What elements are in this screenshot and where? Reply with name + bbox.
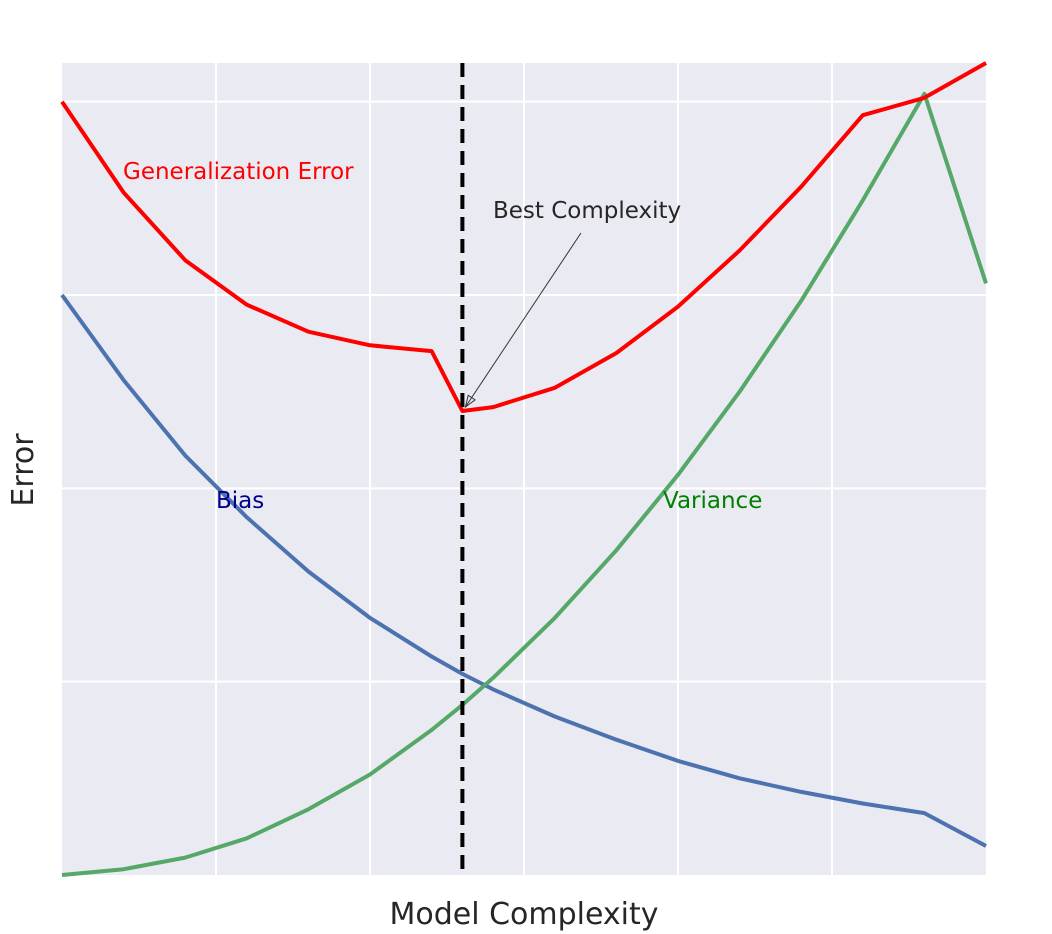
best-complexity-annotation: Best Complexity bbox=[493, 198, 681, 224]
grid bbox=[62, 63, 986, 875]
variance-label: Variance bbox=[663, 488, 762, 514]
generalization-error-label: Generalization Error bbox=[123, 159, 354, 185]
curves bbox=[60, 61, 988, 877]
generalization-error-curve bbox=[60, 61, 987, 413]
bias-curve bbox=[60, 293, 987, 848]
bias-label: Bias bbox=[216, 488, 264, 514]
best-complexity-arrow bbox=[464, 232, 582, 408]
variance-curve bbox=[61, 91, 988, 877]
y-axis-label: Error bbox=[6, 433, 41, 507]
x-axis-label: Model Complexity bbox=[389, 897, 658, 932]
best-complexity-arrowhead bbox=[464, 394, 476, 409]
